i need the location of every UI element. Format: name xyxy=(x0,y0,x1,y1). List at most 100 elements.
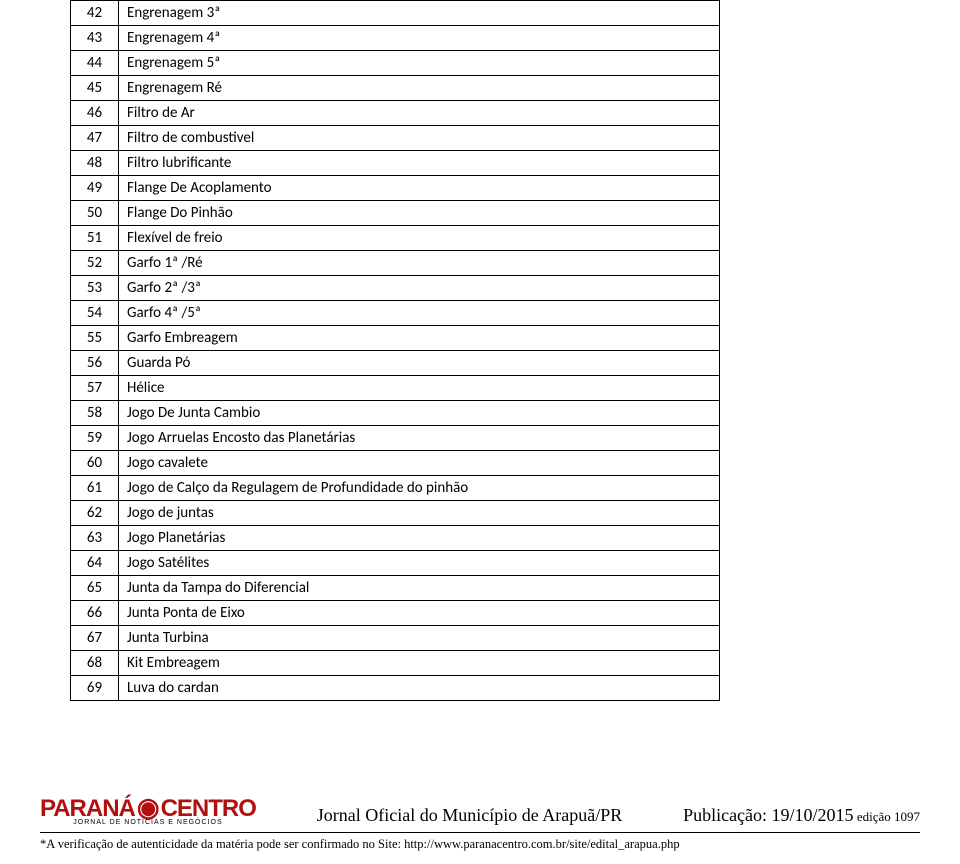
table-row: 62Jogo de juntas xyxy=(71,501,720,526)
table-row: 49Flange De Acoplamento xyxy=(71,176,720,201)
logo-text-right: CENTRO xyxy=(161,798,256,820)
row-description: Jogo de Calço da Regulagem de Profundida… xyxy=(119,476,720,501)
row-number: 68 xyxy=(71,651,119,676)
row-number: 42 xyxy=(71,1,119,26)
row-number: 63 xyxy=(71,526,119,551)
publisher-logo: PARANÁ ◉ CENTRO JORNAL DE NOTÍCIAS E NEG… xyxy=(40,796,256,826)
table-row: 54Garfo 4ª /5ª xyxy=(71,301,720,326)
row-description: Garfo 4ª /5ª xyxy=(119,301,720,326)
footer-journal-title: Jornal Oficial do Município de Arapuã/PR xyxy=(317,805,622,826)
row-number: 57 xyxy=(71,376,119,401)
row-number: 62 xyxy=(71,501,119,526)
row-description: Filtro lubrificante xyxy=(119,151,720,176)
row-number: 69 xyxy=(71,676,119,701)
row-number: 65 xyxy=(71,576,119,601)
logo-title: PARANÁ ◉ CENTRO xyxy=(40,796,256,820)
footer-divider xyxy=(40,832,920,833)
row-number: 48 xyxy=(71,151,119,176)
table-row: 61Jogo de Calço da Regulagem de Profundi… xyxy=(71,476,720,501)
row-description: Engrenagem Ré xyxy=(119,76,720,101)
table-row: 68Kit Embreagem xyxy=(71,651,720,676)
table-row: 66Junta Ponta de Eixo xyxy=(71,601,720,626)
row-description: Junta da Tampa do Diferencial xyxy=(119,576,720,601)
table-row: 65Junta da Tampa do Diferencial xyxy=(71,576,720,601)
row-number: 44 xyxy=(71,51,119,76)
table-row: 60Jogo cavalete xyxy=(71,451,720,476)
row-description: Garfo 2ª /3ª xyxy=(119,276,720,301)
row-number: 50 xyxy=(71,201,119,226)
publication-date: 19/10/2015 xyxy=(772,805,854,825)
row-description: Luva do cardan xyxy=(119,676,720,701)
table-row: 63Jogo Planetárias xyxy=(71,526,720,551)
publication-label: Publicação: xyxy=(683,805,771,825)
footer-publication-info: Publicação: 19/10/2015 edição 1097 xyxy=(683,805,920,826)
row-description: Flexível de freio xyxy=(119,226,720,251)
logo-subtitle: JORNAL DE NOTÍCIAS E NEGÓCIOS xyxy=(73,820,222,826)
row-number: 58 xyxy=(71,401,119,426)
table-row: 56Guarda Pó xyxy=(71,351,720,376)
table-row: 51Flexível de freio xyxy=(71,226,720,251)
table-row: 69Luva do cardan xyxy=(71,676,720,701)
row-number: 55 xyxy=(71,326,119,351)
row-description: Junta Ponta de Eixo xyxy=(119,601,720,626)
row-description: Jogo Satélites xyxy=(119,551,720,576)
table-row: 58Jogo De Junta Cambio xyxy=(71,401,720,426)
row-description: Jogo cavalete xyxy=(119,451,720,476)
row-description: Engrenagem 4ª xyxy=(119,26,720,51)
row-number: 51 xyxy=(71,226,119,251)
row-description: Engrenagem 3ª xyxy=(119,1,720,26)
row-description: Hélice xyxy=(119,376,720,401)
page-content: 42Engrenagem 3ª43Engrenagem 4ª44Engrenag… xyxy=(0,0,960,701)
table-row: 59Jogo Arruelas Encosto das Planetárias xyxy=(71,426,720,451)
row-description: Garfo 1ª /Ré xyxy=(119,251,720,276)
row-number: 52 xyxy=(71,251,119,276)
logo-text-left: PARANÁ xyxy=(40,798,135,820)
parts-table: 42Engrenagem 3ª43Engrenagem 4ª44Engrenag… xyxy=(70,0,720,701)
page-footer: PARANÁ ◉ CENTRO JORNAL DE NOTÍCIAS E NEG… xyxy=(0,788,960,864)
row-description: Jogo Planetárias xyxy=(119,526,720,551)
row-number: 45 xyxy=(71,76,119,101)
table-row: 55Garfo Embreagem xyxy=(71,326,720,351)
row-number: 59 xyxy=(71,426,119,451)
row-number: 46 xyxy=(71,101,119,126)
row-number: 53 xyxy=(71,276,119,301)
table-row: 46Filtro de Ar xyxy=(71,101,720,126)
table-row: 47Filtro de combustivel xyxy=(71,126,720,151)
row-description: Jogo de juntas xyxy=(119,501,720,526)
row-description: Flange De Acoplamento xyxy=(119,176,720,201)
table-row: 52Garfo 1ª /Ré xyxy=(71,251,720,276)
logo-graphic: PARANÁ ◉ CENTRO JORNAL DE NOTÍCIAS E NEG… xyxy=(40,796,256,826)
footer-authenticity-note: *A verificação de autenticidade da matér… xyxy=(40,837,920,852)
table-row: 48Filtro lubrificante xyxy=(71,151,720,176)
row-description: Garfo Embreagem xyxy=(119,326,720,351)
row-number: 67 xyxy=(71,626,119,651)
row-description: Kit Embreagem xyxy=(119,651,720,676)
row-description: Guarda Pó xyxy=(119,351,720,376)
table-row: 44Engrenagem 5ª xyxy=(71,51,720,76)
table-row: 50Flange Do Pinhão xyxy=(71,201,720,226)
row-description: Flange Do Pinhão xyxy=(119,201,720,226)
footer-top-row: PARANÁ ◉ CENTRO JORNAL DE NOTÍCIAS E NEG… xyxy=(40,796,920,830)
row-description: Engrenagem 5ª xyxy=(119,51,720,76)
table-row: 42Engrenagem 3ª xyxy=(71,1,720,26)
row-number: 60 xyxy=(71,451,119,476)
row-description: Filtro de combustivel xyxy=(119,126,720,151)
row-number: 47 xyxy=(71,126,119,151)
row-number: 49 xyxy=(71,176,119,201)
table-row: 67Junta Turbina xyxy=(71,626,720,651)
edition-label: edição xyxy=(854,809,894,824)
target-icon: ◉ xyxy=(137,796,159,819)
table-row: 64Jogo Satélites xyxy=(71,551,720,576)
row-number: 61 xyxy=(71,476,119,501)
table-row: 53Garfo 2ª /3ª xyxy=(71,276,720,301)
row-number: 43 xyxy=(71,26,119,51)
edition-number: 1097 xyxy=(894,809,920,824)
row-number: 66 xyxy=(71,601,119,626)
row-description: Jogo De Junta Cambio xyxy=(119,401,720,426)
row-number: 54 xyxy=(71,301,119,326)
table-row: 45Engrenagem Ré xyxy=(71,76,720,101)
row-description: Junta Turbina xyxy=(119,626,720,651)
row-description: Jogo Arruelas Encosto das Planetárias xyxy=(119,426,720,451)
table-row: 43Engrenagem 4ª xyxy=(71,26,720,51)
table-row: 57Hélice xyxy=(71,376,720,401)
